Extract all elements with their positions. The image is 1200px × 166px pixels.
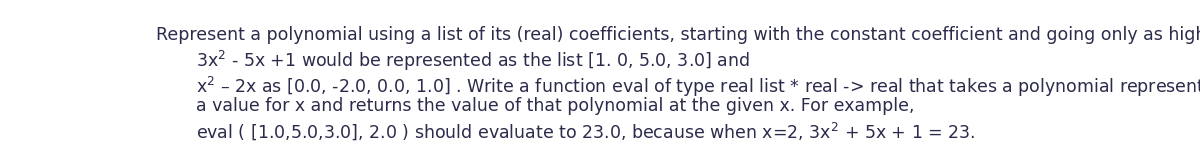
Text: eval ( [1.0,5.0,3.0], 2.0 ) should evaluate to 23.0, because when x=2, 3x$^{\mat: eval ( [1.0,5.0,3.0], 2.0 ) should evalu… <box>197 120 976 142</box>
Text: x$^{\mathregular{2}}$ – 2x as [0.0, -2.0, 0.0, 1.0] . Write a function eval of t: x$^{\mathregular{2}}$ – 2x as [0.0, -2.0… <box>197 75 1200 99</box>
Text: Represent a polynomial using a list of its (real) coefficients, starting with th: Represent a polynomial using a list of i… <box>156 26 1200 44</box>
Text: a value for x and returns the value of that polynomial at the given x. For examp: a value for x and returns the value of t… <box>197 97 916 115</box>
Text: 3x$^{\mathregular{2}}$ - 5x +1 would be represented as the list [1. 0, 5.0, 3.0]: 3x$^{\mathregular{2}}$ - 5x +1 would be … <box>197 49 750 73</box>
